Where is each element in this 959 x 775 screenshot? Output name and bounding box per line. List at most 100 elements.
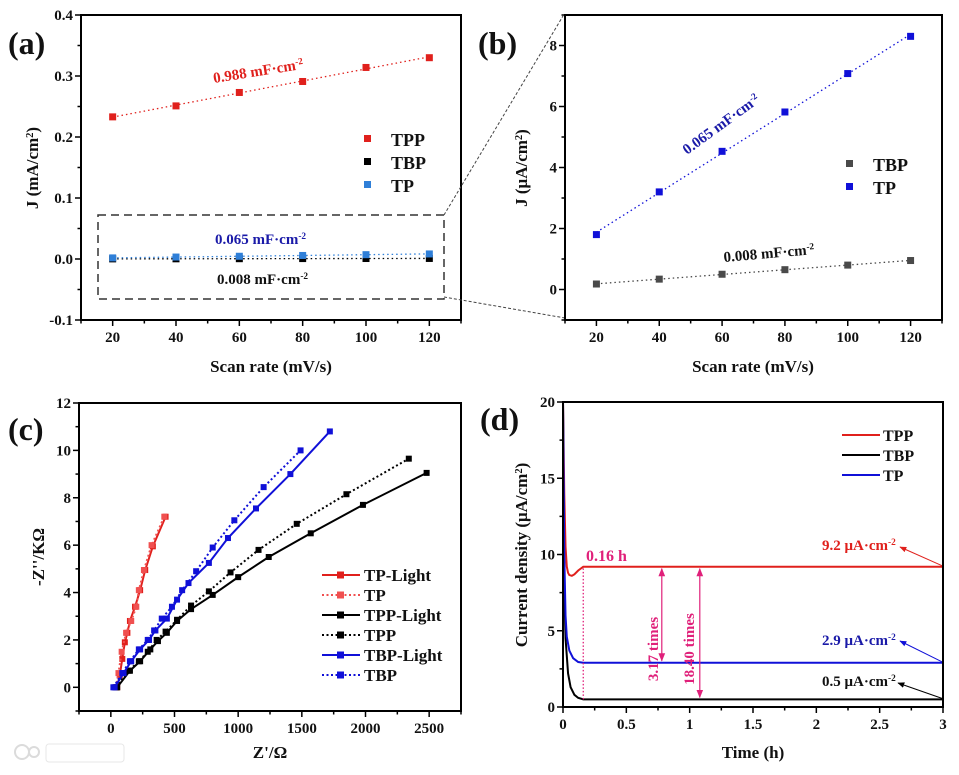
- ratio-label-tbp: 18.40 times: [682, 613, 698, 685]
- legend-marker: [337, 651, 344, 659]
- annotations: 0.065 mF·cm-20.008 mF·cm-2: [680, 92, 815, 266]
- y-tick-label: 0.1: [54, 191, 73, 207]
- data-point: [110, 684, 117, 691]
- value-label-tp: 2.9 μA·cm-2: [822, 633, 896, 649]
- data-point: [224, 535, 231, 542]
- slope-label-tbp: 0.008 mF·cm-2: [723, 242, 815, 266]
- data-point: [119, 655, 126, 662]
- panel-label: (c): [8, 411, 44, 447]
- y-tick-label: 0.4: [54, 8, 73, 24]
- y-axis-label: -Z''/KΩ: [29, 528, 48, 586]
- x-tick-label: 0: [107, 721, 115, 737]
- data-point: [115, 670, 122, 677]
- data-point: [205, 559, 212, 566]
- series-tp: [592, 32, 915, 239]
- x-tick-label: 60: [232, 330, 247, 346]
- data-point: [299, 77, 307, 85]
- panel-d: 0 0.5 1 1.5 2 2.5 3 0 5 10 15 20 Time (h) Current den…: [480, 395, 947, 762]
- data-point: [135, 646, 142, 653]
- plot-frame: [564, 14, 943, 321]
- data-point: [343, 491, 350, 498]
- legend-label: TBP: [364, 666, 397, 685]
- legend-label: TBP: [883, 448, 914, 465]
- x-tick-label: 1500: [287, 721, 317, 737]
- data-point: [123, 629, 130, 636]
- data-point: [227, 569, 234, 576]
- x-tick-label: 1000: [223, 721, 253, 737]
- y-tick-label: 5: [548, 624, 556, 640]
- series-tpp: [563, 402, 943, 577]
- data-point: [231, 517, 238, 524]
- legend-marker: [364, 181, 371, 188]
- time-marker-label: 0.16 h: [586, 548, 627, 565]
- legend-marker: [364, 158, 371, 165]
- x-axis-label: Time (h): [722, 743, 785, 762]
- data-point: [133, 603, 140, 610]
- data-point: [144, 636, 151, 643]
- plot-frame: [78, 402, 462, 712]
- legend-label: TBP: [391, 153, 426, 173]
- data-point: [425, 254, 433, 262]
- data-point: [255, 546, 262, 553]
- data-point: [135, 658, 142, 665]
- legend-label: TP: [883, 468, 904, 485]
- series-tbp: [110, 447, 304, 691]
- data-point: [209, 544, 216, 551]
- data-point: [168, 603, 175, 610]
- x-tick-label: 20: [589, 330, 604, 346]
- panel-b: 20 40 60 80 100 120 0 2 4 6 8 Scan rate (mV/s) J (μA…: [478, 14, 943, 376]
- data-point: [781, 266, 789, 274]
- panel-c: 0 500 1000 1500 2000 2500 0 2 4 6 8 10 12 Z'/Ω -Z''/KΩ…: [8, 396, 462, 762]
- data-point: [109, 113, 117, 121]
- series-tp: [563, 402, 943, 664]
- plot-area: [110, 428, 430, 691]
- plot-frame: [80, 14, 462, 321]
- data-point: [151, 627, 158, 634]
- legend-label: TPP: [883, 428, 913, 445]
- data-point: [126, 658, 133, 665]
- data-point: [174, 616, 181, 623]
- data-point: [655, 188, 663, 196]
- y-tick-label: 4: [64, 586, 72, 602]
- data-point: [179, 587, 186, 594]
- y-tick-label: 6: [550, 100, 558, 116]
- x-tick-label: 2: [813, 717, 821, 733]
- y-tick-label: 0: [550, 283, 558, 299]
- data-point: [362, 251, 370, 259]
- data-point: [209, 591, 216, 598]
- watermark-logo: [14, 743, 125, 763]
- legend-marker: [337, 591, 344, 599]
- x-tick-label: 2.5: [870, 717, 889, 733]
- data-point: [119, 670, 126, 677]
- data-point: [592, 231, 600, 239]
- plot-area: [592, 32, 915, 288]
- series-tpp: [109, 54, 433, 121]
- data-point: [425, 54, 433, 62]
- data-point: [188, 606, 195, 613]
- data-point: [299, 251, 307, 259]
- zoom-connector-top: [443, 15, 564, 216]
- x-axis-label: Scan rate (mV/s): [692, 357, 814, 376]
- data-point: [193, 568, 200, 575]
- y-tick-label: 10: [540, 548, 555, 564]
- plot-frame: [562, 401, 944, 708]
- panel-label: (d): [480, 401, 519, 437]
- legend-label: TBP: [873, 155, 908, 175]
- x-tick-label: 1.5: [744, 717, 763, 733]
- legend-marker: [337, 611, 344, 619]
- data-point: [907, 32, 915, 40]
- legend-label: TP: [391, 176, 414, 196]
- y-tick-label: 4: [550, 161, 558, 177]
- slope-label-tp: 0.065 mF·cm-2: [215, 232, 306, 248]
- data-point: [307, 530, 314, 537]
- data-point: [118, 648, 125, 655]
- data-point: [125, 667, 132, 674]
- x-tick-label: 2500: [414, 721, 444, 737]
- x-tick-label: 500: [163, 721, 186, 737]
- fit-line: [596, 259, 911, 285]
- data-point: [188, 602, 195, 609]
- data-point: [162, 628, 169, 635]
- x-tick-label: 120: [418, 330, 441, 346]
- data-point: [172, 253, 180, 261]
- x-tick-label: 40: [652, 330, 667, 346]
